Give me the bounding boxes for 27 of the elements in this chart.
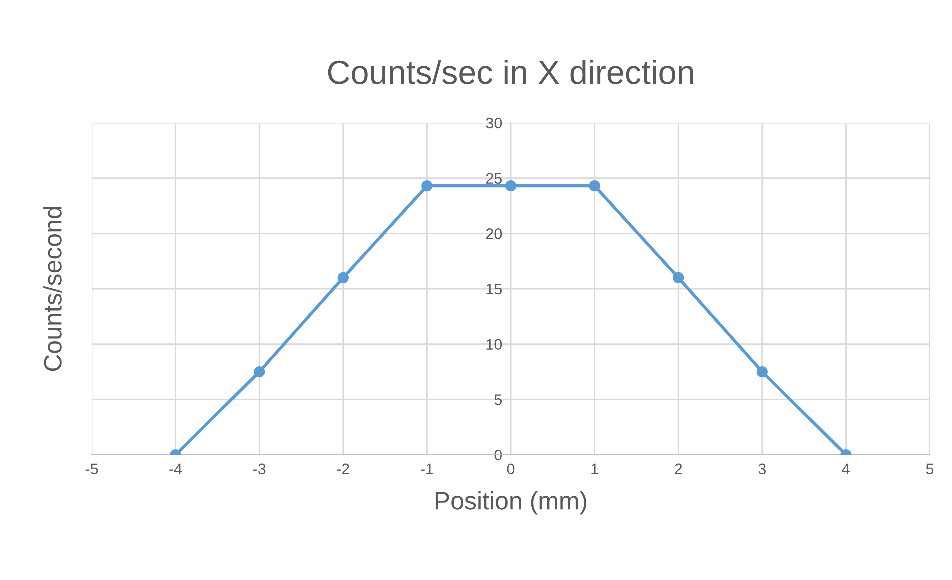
y-tick-label: 30 <box>486 118 502 129</box>
x-tick-label: 4 <box>842 464 850 474</box>
point <box>756 366 768 378</box>
x-tick-label: 2 <box>675 464 682 474</box>
point <box>505 180 517 192</box>
x-tick-label: 1 <box>592 464 598 474</box>
y-tick-label: 10 <box>486 339 502 350</box>
y-tick-label: 25 <box>486 173 502 184</box>
x-tick-label: -1 <box>421 464 434 474</box>
x-tick-label: -3 <box>253 464 266 475</box>
x-tick-label: -5 <box>86 464 98 475</box>
point <box>673 272 684 284</box>
x-tick-label: 3 <box>758 464 766 475</box>
y-tick-label: 5 <box>494 394 502 406</box>
y-axis-title: Counts/second <box>44 207 62 372</box>
y-tick-label: 20 <box>486 228 502 240</box>
x-tick-label: -2 <box>337 464 350 474</box>
x-tick-label: 0 <box>507 464 515 475</box>
x-tick-label: -4 <box>170 464 182 474</box>
chart-title: Counts/sec in X direction <box>328 60 694 84</box>
point <box>254 366 266 378</box>
point <box>338 272 349 284</box>
x-tick-label: 5 <box>926 464 934 475</box>
point <box>422 180 433 192</box>
x-axis-title: Position (mm) <box>436 491 587 515</box>
y-tick-label: 15 <box>486 284 502 295</box>
point <box>589 180 600 192</box>
